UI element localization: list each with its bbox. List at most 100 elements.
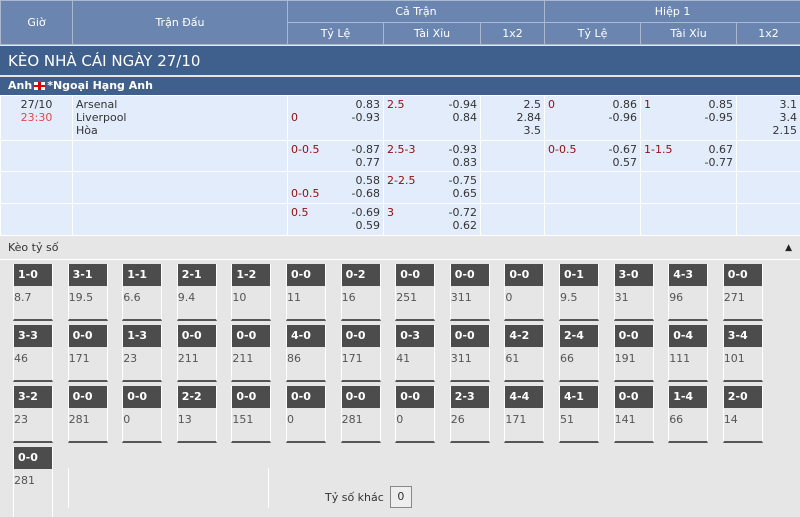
collapse-caret-icon[interactable]: ▲ [785, 236, 792, 260]
score-label: 1-3 [123, 325, 161, 347]
odds-value[interactable]: 0.85 [705, 98, 733, 111]
odds-value[interactable]: 2.84 [484, 111, 541, 124]
score-odds: 0 [287, 408, 325, 426]
score-label: 3-3 [14, 325, 52, 347]
correct-score-header[interactable]: Kèo tỷ số▲ [0, 236, 800, 260]
odds-value[interactable]: 0.65 [449, 187, 477, 200]
odds-value[interactable]: -0.72 [449, 206, 477, 219]
score-label: 0-3 [396, 325, 434, 347]
odds-value[interactable]: 0.67 [705, 143, 733, 156]
odds-value[interactable]: -0.75 [449, 174, 477, 187]
handicap-line: 0-0.5 [291, 174, 319, 200]
home-team[interactable]: Arsenal [76, 98, 284, 111]
odds-value[interactable]: 3.1 [740, 98, 797, 111]
odds-value[interactable]: 0.83 [449, 156, 477, 169]
odds-value[interactable]: 3.4 [740, 111, 797, 124]
odds-value[interactable]: 0.77 [352, 156, 380, 169]
odds-value[interactable]: 0.84 [449, 111, 477, 124]
odds-value[interactable]: 3.5 [484, 124, 541, 137]
col-h1-tai-xiu: Tài Xỉu [641, 23, 737, 45]
odds-value[interactable]: -0.69 [352, 206, 380, 219]
odds-value[interactable]: -0.68 [352, 187, 380, 200]
odds-value[interactable]: 0.57 [609, 156, 637, 169]
handicap-line: 0 [548, 98, 555, 124]
odds-value[interactable]: -0.67 [609, 143, 637, 156]
odds-value[interactable]: -0.87 [352, 143, 380, 156]
odds-value[interactable]: 0.59 [352, 219, 380, 232]
league-header[interactable]: Anh*Ngoại Hạng Anh [0, 77, 800, 95]
score-label: 0-2 [342, 264, 380, 286]
odds-value[interactable]: -0.96 [609, 111, 637, 124]
odds-value[interactable]: -0.93 [449, 143, 477, 156]
odds-value[interactable]: 2.5 [484, 98, 541, 111]
score-label: 1-2 [232, 264, 270, 286]
odds-value[interactable]: -0.93 [352, 111, 380, 124]
odds-cell [481, 172, 545, 204]
col-gio: Giờ [1, 1, 73, 45]
draw-label: Hòa [76, 124, 284, 137]
odds-value[interactable]: 0.83 [352, 98, 380, 111]
score-odds: 311 [451, 286, 489, 304]
score-label: 1-4 [669, 386, 707, 408]
odds-value[interactable]: 2.15 [740, 124, 797, 137]
score-odds: 0 [505, 286, 543, 304]
score-odds: 211 [178, 347, 216, 365]
odds-value[interactable]: -0.95 [705, 111, 733, 124]
odds-value[interactable]: 0.62 [449, 219, 477, 232]
odds-value[interactable]: -0.77 [705, 156, 733, 169]
odds-value[interactable]: -0.94 [449, 98, 477, 111]
odds-value[interactable]: 0.58 [352, 174, 380, 187]
away-team[interactable]: Liverpool [76, 111, 284, 124]
odds-value[interactable]: 0.86 [609, 98, 637, 111]
other-score-value[interactable]: 0 [390, 486, 412, 508]
